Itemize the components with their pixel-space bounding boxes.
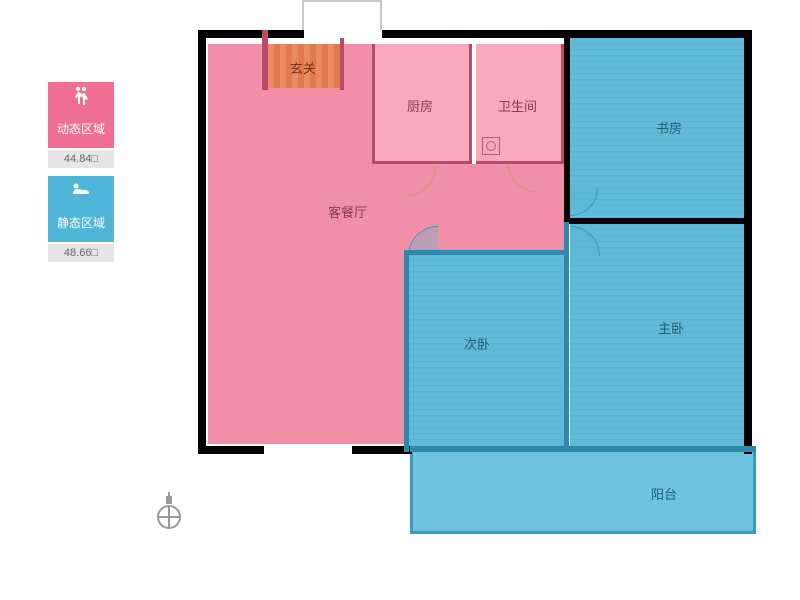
label-master: 主卧 — [658, 318, 684, 337]
label-balcony: 阳台 — [651, 484, 677, 503]
wall-balcony-top — [410, 446, 756, 452]
room-living-3 — [364, 44, 372, 254]
room-kitchen: 厨房 — [372, 44, 472, 164]
wall-bottom-left — [198, 446, 264, 454]
entrance-notch — [302, 0, 382, 30]
label-study: 书房 — [656, 118, 682, 137]
wall-vert-mid — [564, 38, 570, 222]
dynamic-icon — [48, 82, 114, 108]
legend-dynamic: 动态区域 44.84□ — [48, 108, 114, 168]
room-entrance: 玄关 — [268, 44, 340, 88]
room-second: 次卧 — [408, 254, 564, 446]
wall-horiz-mid — [564, 218, 750, 224]
compass-icon — [154, 492, 184, 532]
legend-dynamic-text: 动态区域 — [57, 120, 105, 137]
wall-master-left — [564, 222, 569, 450]
legend-static-label: 静态区域 — [48, 202, 114, 242]
wall-top-left — [198, 30, 304, 38]
wall-left — [198, 30, 206, 454]
wall-entrance-r — [340, 38, 344, 90]
drain-icon — [482, 137, 500, 155]
label-entrance: 玄关 — [290, 58, 316, 77]
room-bath: 卫生间 — [476, 44, 564, 164]
floor-plan-canvas: 动态区域 44.84□ 静态区域 48.66□ 客餐厅 玄关 厨房 — [0, 0, 800, 600]
wall-top-right — [382, 30, 752, 38]
wall-bottom-mid — [352, 446, 412, 454]
legend-dynamic-value: 44.84□ — [48, 150, 114, 168]
label-living: 客餐厅 — [328, 202, 367, 221]
legend-static-text: 静态区域 — [57, 214, 105, 231]
legend-static-value: 48.66□ — [48, 244, 114, 262]
wall-second-left — [404, 254, 409, 452]
legend-dynamic-label: 动态区域 — [48, 108, 114, 148]
legend-static: 静态区域 48.66□ — [48, 202, 114, 262]
wall-entrance-l — [262, 30, 268, 90]
wall-right-upper — [744, 30, 752, 454]
label-bath: 卫生间 — [498, 96, 537, 115]
static-icon — [48, 176, 114, 202]
room-living-4 — [364, 254, 408, 444]
room-balcony: 阳台 — [410, 452, 756, 534]
wall-second-top — [404, 250, 568, 255]
label-kitchen: 厨房 — [407, 96, 433, 115]
label-second: 次卧 — [464, 334, 490, 353]
